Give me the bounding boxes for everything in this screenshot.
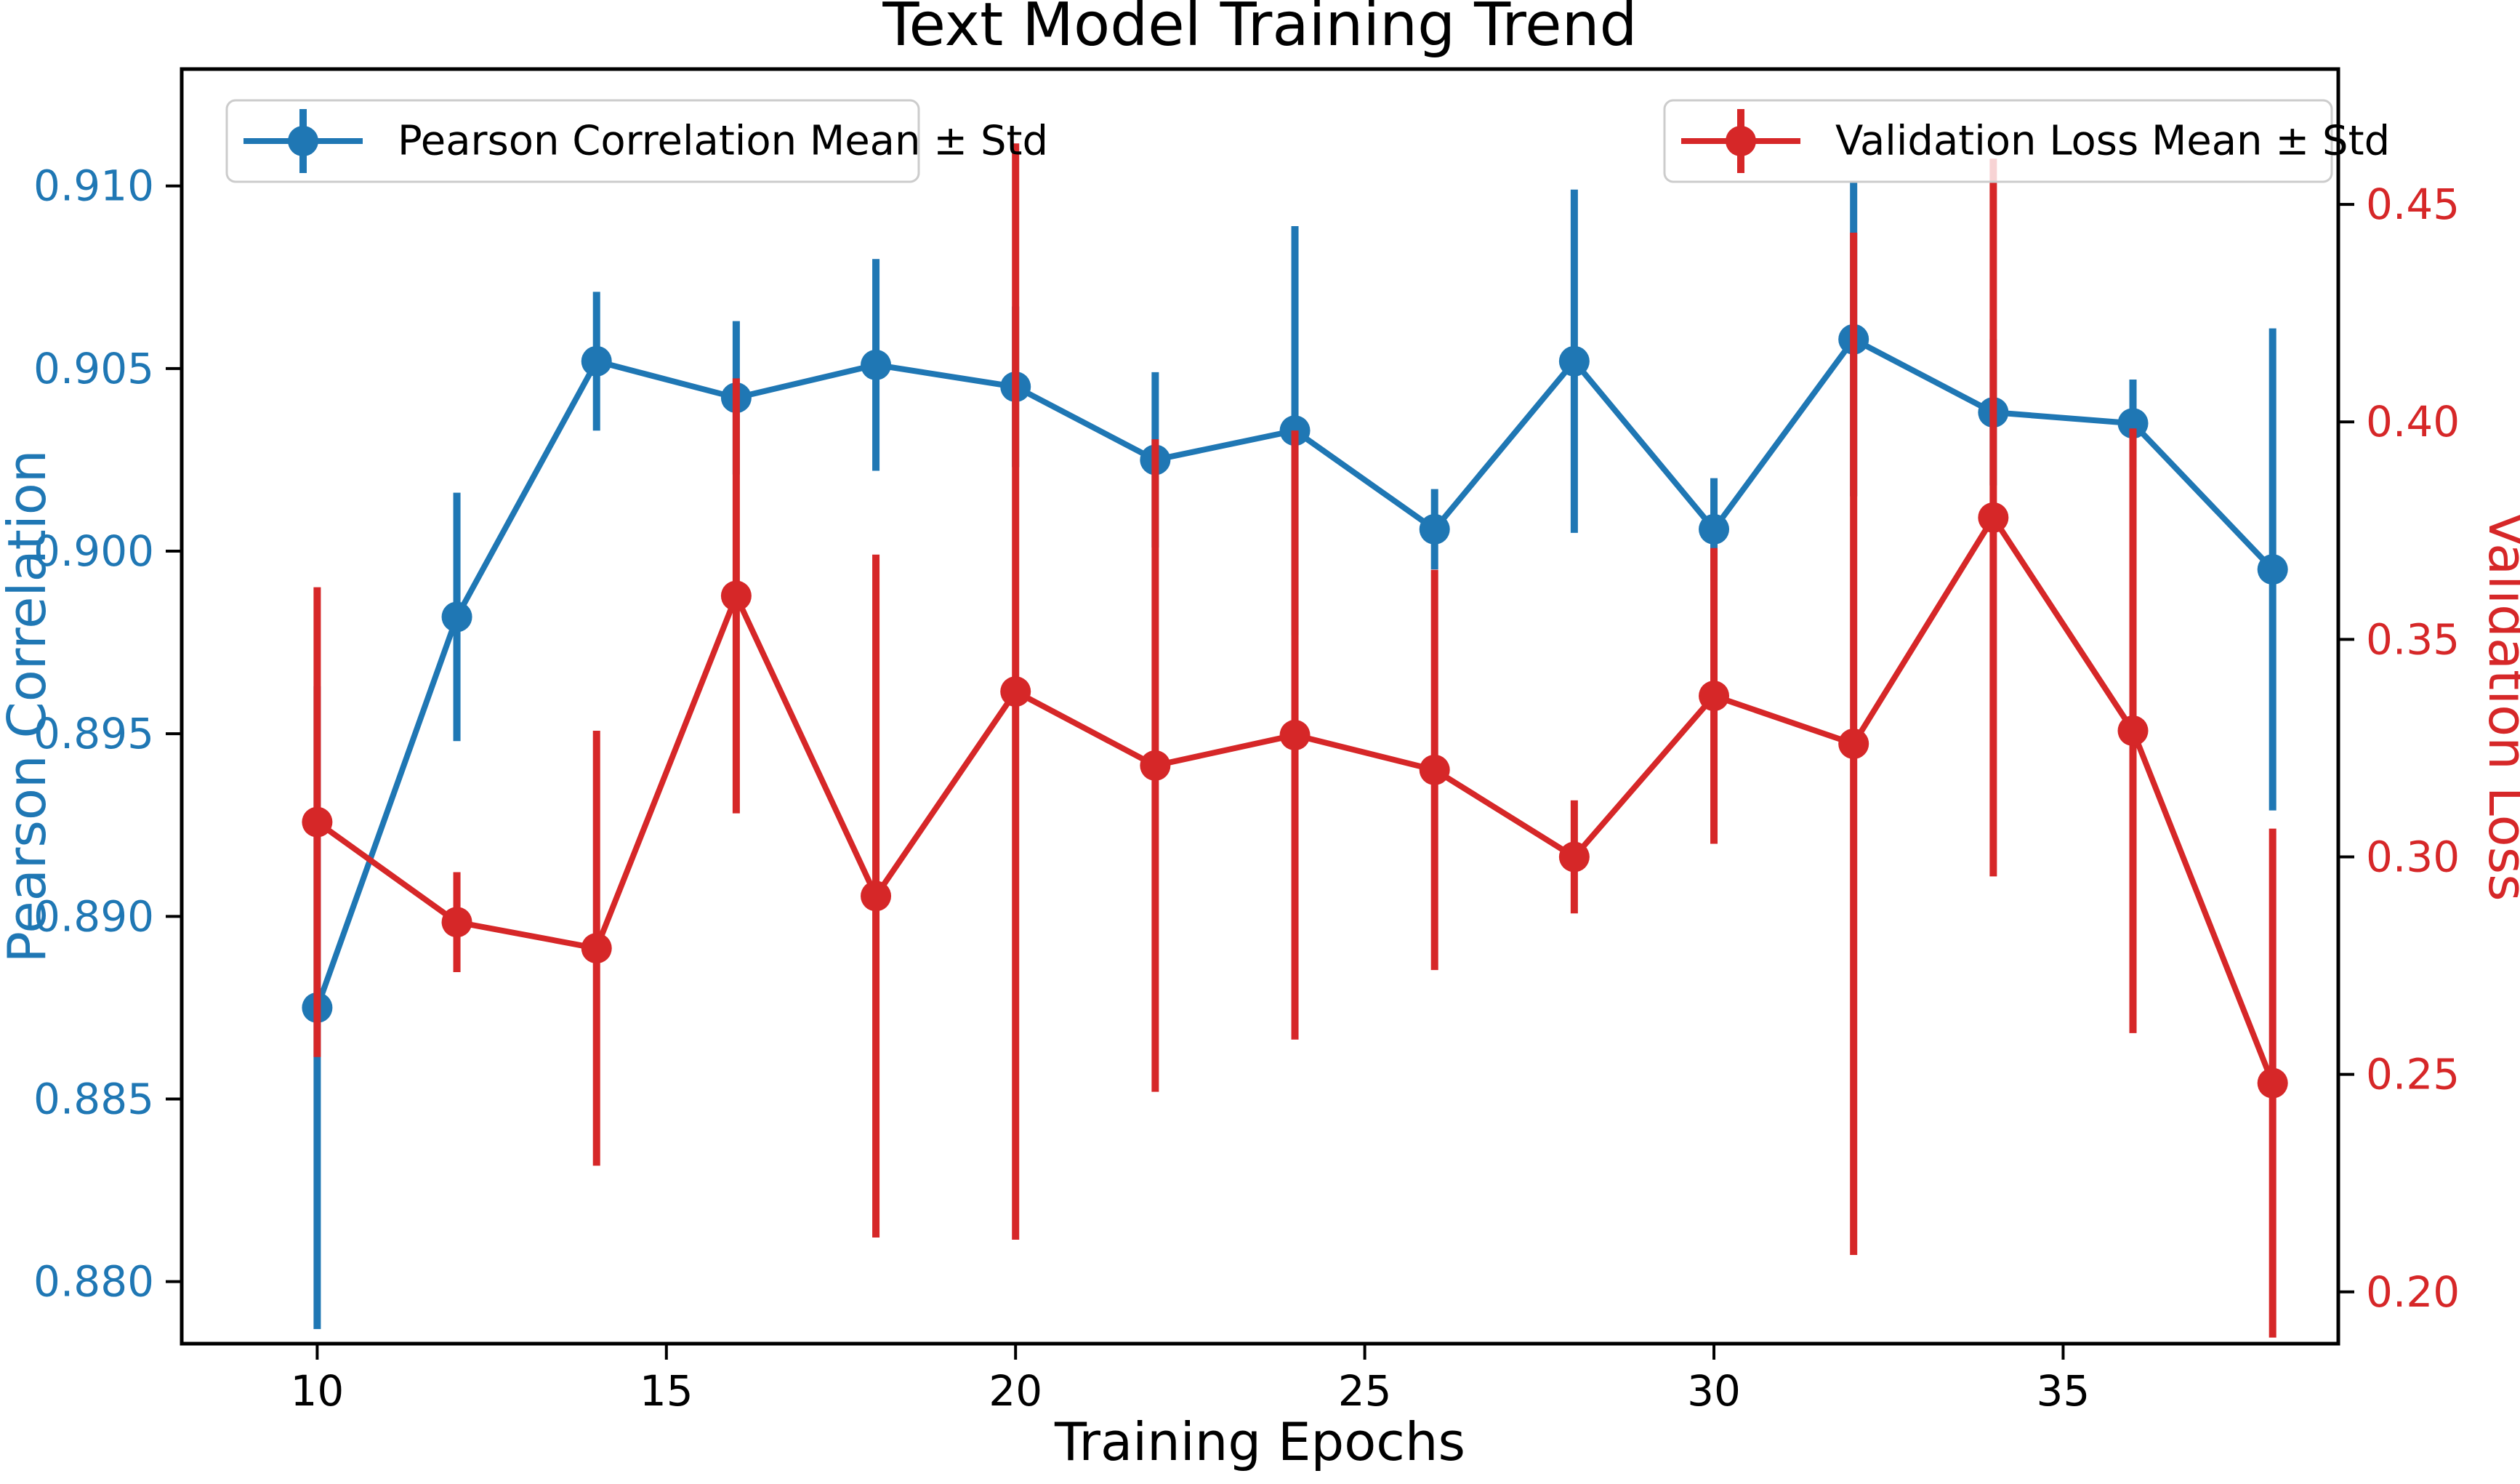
data-point-marker bbox=[1279, 719, 1311, 750]
data-point-marker bbox=[1558, 345, 1590, 377]
data-point-marker bbox=[1699, 681, 1730, 712]
right-y-axis-label: Validation Loss bbox=[2477, 511, 2520, 901]
data-point-marker bbox=[861, 349, 892, 380]
left-y-axis-tick-label: 0.890 bbox=[33, 891, 154, 941]
x-axis-tick-label: 10 bbox=[290, 1366, 344, 1416]
chart-title: Text Model Training Trend bbox=[882, 0, 1637, 60]
data-point-marker bbox=[720, 580, 752, 611]
x-axis-tick-label: 30 bbox=[1687, 1366, 1741, 1416]
plot-border bbox=[180, 67, 2340, 1346]
data-point-marker bbox=[1419, 754, 1450, 785]
right-y-axis-tick-label: 0.45 bbox=[2366, 180, 2460, 229]
legend-label: Pearson Correlation Mean ± Std bbox=[398, 118, 1048, 165]
left-y-axis-tick-label: 0.905 bbox=[33, 344, 154, 393]
data-point-marker bbox=[581, 345, 612, 377]
right-y-axis-tick-label: 0.25 bbox=[2366, 1050, 2460, 1099]
data-point-marker bbox=[441, 907, 472, 938]
right-y-axis-tick-label: 0.30 bbox=[2366, 833, 2460, 882]
left-y-axis-label: Pearson Correlation bbox=[0, 450, 57, 963]
data-point-marker bbox=[302, 806, 333, 838]
data-point-marker bbox=[2257, 554, 2288, 585]
data-point-marker bbox=[1838, 728, 1869, 759]
data-point-marker bbox=[1419, 513, 1450, 545]
axes-ticks: 10 15 20 25 30 35 0.880 0.885 0.890 0.895 0.900 0.9… bbox=[33, 161, 2460, 1416]
legend-pearson: Pearson Correlation Mean ± Std bbox=[225, 99, 1048, 183]
x-axis-tick-label: 15 bbox=[640, 1366, 693, 1416]
data-point-marker bbox=[441, 601, 472, 633]
data-point-marker bbox=[1978, 502, 2009, 533]
x-axis-tick-label: 25 bbox=[1338, 1366, 1392, 1416]
right-y-axis-tick-label: 0.35 bbox=[2366, 614, 2460, 664]
data-point-marker bbox=[2117, 408, 2149, 439]
data-point-marker bbox=[1140, 750, 1171, 781]
x-axis-tick-label: 20 bbox=[989, 1366, 1042, 1416]
x-axis-tick-label: 35 bbox=[2037, 1366, 2090, 1416]
left-y-axis-tick-label: 0.885 bbox=[33, 1074, 154, 1123]
left-y-axis-tick-label: 0.900 bbox=[33, 526, 154, 576]
data-point-marker bbox=[861, 881, 892, 912]
data-point-marker bbox=[2117, 715, 2149, 747]
data-point-marker bbox=[1699, 513, 1730, 545]
left-y-axis-tick-label: 0.895 bbox=[33, 709, 154, 758]
legend-loss: Validation Loss Mean ± Std bbox=[1663, 99, 2390, 183]
legend-label: Validation Loss Mean ± Std bbox=[1835, 118, 2390, 165]
data-point-marker bbox=[1558, 841, 1590, 873]
errorbar-legend-icon bbox=[1681, 109, 1800, 173]
right-y-axis-tick-label: 0.20 bbox=[2366, 1267, 2460, 1317]
data-point-marker bbox=[581, 933, 612, 964]
right-y-axis-tick-label: 0.40 bbox=[2366, 397, 2460, 446]
data-point-marker bbox=[1000, 676, 1031, 707]
x-axis-label: Training Epochs bbox=[1054, 1411, 1465, 1472]
plot-background bbox=[182, 69, 2338, 1344]
legend-box bbox=[225, 99, 920, 183]
errorbar-legend-icon bbox=[243, 109, 363, 173]
data-point-marker bbox=[2257, 1067, 2288, 1099]
legend-box bbox=[1663, 99, 2333, 183]
loss-series bbox=[302, 143, 2288, 1338]
left-y-axis-tick-label: 0.880 bbox=[33, 1257, 154, 1307]
left-y-axis-tick-label: 0.910 bbox=[33, 161, 154, 211]
